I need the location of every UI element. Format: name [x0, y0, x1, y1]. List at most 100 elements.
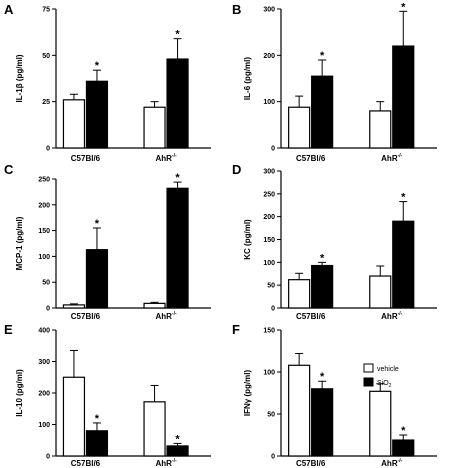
y-tick-label: 50 — [267, 283, 275, 290]
category-label-superscript: -/- — [172, 311, 177, 317]
sio2-bar — [311, 264, 334, 309]
significance-star: * — [175, 433, 180, 445]
sio2-bar — [85, 430, 109, 457]
legend-label-vehicle: vehicle — [377, 366, 399, 373]
y-tick-label: 150 — [263, 328, 275, 335]
panels-layer: A 0 25 50 75 IL-1β (pg/ml) * C57Bl/6 * AhR-/- B 0 10… — [4, 1, 437, 468]
sio2-bar — [166, 58, 189, 149]
y-tick-label: 200 — [263, 53, 275, 60]
y-axis-label: IL-1β (pg/ml) — [15, 54, 24, 102]
y-tick-label: 0 — [46, 146, 50, 153]
category-label: AhR-/- — [381, 311, 403, 321]
vehicle-bar — [369, 275, 392, 309]
category-label-superscript: -/- — [398, 311, 403, 317]
panel-a: A 0 25 50 75 IL-1β (pg/ml) * C57Bl/6 * AhR-/- — [4, 2, 211, 163]
y-tick-label: 200 — [38, 391, 50, 398]
panel-letter: E — [4, 322, 13, 337]
y-axis-label: KC (pg/ml) — [243, 219, 252, 260]
vehicle-bar — [62, 99, 86, 149]
category-label: AhR-/- — [381, 153, 403, 163]
significance-star: * — [401, 192, 406, 204]
y-tick-label: 300 — [263, 169, 275, 176]
category-label: C57Bl/6 — [296, 459, 326, 468]
y-tick-label: 25 — [42, 99, 50, 106]
vehicle-bar — [62, 376, 86, 457]
y-tick-label: 300 — [263, 7, 275, 14]
category-label: C57Bl/6 — [71, 312, 101, 321]
panel-letter: F — [232, 322, 240, 337]
y-tick-label: 200 — [263, 214, 275, 221]
legend-swatch-vehicle — [363, 363, 374, 373]
sio2-bar — [85, 80, 109, 149]
significance-star: * — [95, 413, 100, 425]
y-tick-label: 250 — [263, 191, 275, 198]
y-tick-label: 0 — [271, 454, 275, 461]
category-label: AhR-/- — [381, 458, 403, 468]
y-tick-label: 0 — [271, 146, 275, 153]
y-tick-label: 50 — [42, 280, 50, 287]
vehicle-bar — [62, 304, 86, 309]
y-tick-label: 0 — [46, 454, 50, 461]
panel-letter: D — [232, 162, 241, 177]
significance-star: * — [95, 218, 100, 230]
y-tick-label: 300 — [38, 359, 50, 366]
category-label-superscript: -/- — [172, 458, 177, 464]
y-tick-label: 150 — [263, 237, 275, 244]
significance-star: * — [401, 425, 406, 437]
category-label: AhR-/- — [155, 153, 177, 163]
vehicle-bar — [143, 302, 166, 309]
significance-star: * — [175, 172, 180, 184]
panel-c: C 0 50 100 150 200 250 MCP-1 (pg/ml) * C57Bl/6 * Ah… — [4, 162, 211, 321]
sio2-bar — [392, 45, 415, 149]
y-tick-label: 50 — [267, 412, 275, 419]
y-tick-label: 200 — [38, 202, 50, 209]
sio2-bar — [392, 220, 415, 309]
category-label: C57Bl/6 — [296, 312, 326, 321]
vehicle-bar — [369, 390, 392, 457]
significance-star: * — [175, 29, 180, 41]
sio2-bar — [85, 249, 109, 309]
y-tick-label: 100 — [38, 254, 50, 261]
significance-star: * — [320, 50, 325, 62]
y-axis-label: IFNγ (pg/ml) — [243, 370, 252, 417]
panel-letter: A — [4, 2, 14, 17]
vehicle-bar — [288, 364, 311, 457]
y-tick-label: 400 — [38, 328, 50, 335]
category-label-superscript: -/- — [172, 153, 177, 159]
panel-e: E 0 100 200 300 400 IL-10 (pg/ml) * C57Bl/6 * AhR-… — [4, 322, 211, 468]
panel-letter: C — [4, 162, 14, 177]
significance-star: * — [320, 371, 325, 383]
y-tick-label: 50 — [42, 53, 50, 60]
y-tick-label: 150 — [38, 228, 50, 235]
panel-f: F 0 50 100 150 IFNγ (pg/ml) * C57Bl/6 * AhR-/- — [232, 322, 437, 468]
y-tick-label: 100 — [263, 99, 275, 106]
y-tick-label: 75 — [42, 7, 50, 14]
panel-b: B 0 100 200 300 IL-6 (pg/ml) * C57Bl/6 * AhR-/- — [232, 1, 437, 163]
vehicle-bar — [288, 106, 311, 149]
category-label: AhR-/- — [155, 311, 177, 321]
sio2-bar — [392, 439, 415, 457]
panel-letter: B — [232, 2, 241, 17]
sio2-bar — [166, 187, 189, 309]
y-axis-label: MCP-1 (pg/ml) — [15, 216, 24, 270]
vehicle-bar — [143, 401, 166, 457]
legend-swatch-sio2 — [363, 377, 374, 387]
vehicle-bar — [288, 279, 311, 309]
category-label-superscript: -/- — [398, 458, 403, 464]
category-label: C57Bl/6 — [296, 154, 326, 163]
y-tick-label: 0 — [271, 306, 275, 313]
y-tick-label: 0 — [46, 306, 50, 313]
y-tick-label: 100 — [263, 370, 275, 377]
vehicle-bar — [143, 106, 166, 149]
legend-label-sio2: SiO2 — [377, 380, 392, 389]
category-label: C57Bl/6 — [71, 154, 101, 163]
y-tick-label: 100 — [263, 260, 275, 267]
vehicle-bar — [369, 110, 392, 149]
y-tick-label: 250 — [38, 177, 50, 184]
category-label: C57Bl/6 — [71, 459, 101, 468]
significance-star: * — [401, 1, 406, 13]
category-label: AhR-/- — [155, 458, 177, 468]
y-axis-label: IL-10 (pg/ml) — [15, 369, 24, 417]
sio2-bar — [311, 388, 334, 457]
